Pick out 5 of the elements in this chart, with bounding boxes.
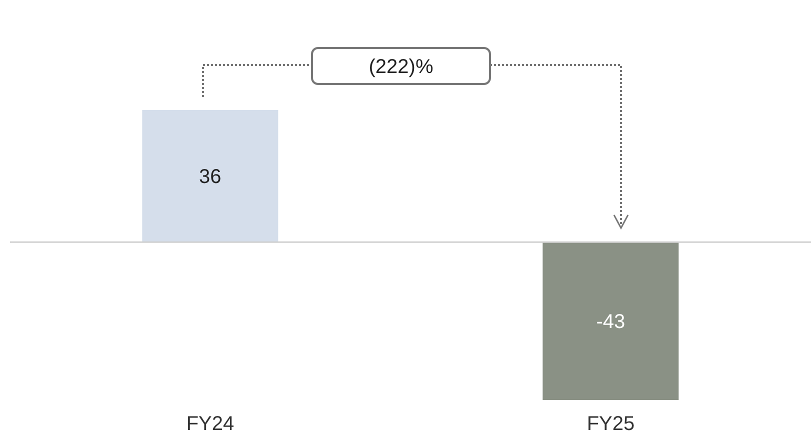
x-tick-label: FY25	[586, 413, 635, 436]
data-label: 36	[199, 166, 222, 188]
data-label: -43	[596, 311, 626, 334]
text: (222)%	[368, 56, 434, 78]
x-tick-label: FY24	[186, 413, 234, 436]
